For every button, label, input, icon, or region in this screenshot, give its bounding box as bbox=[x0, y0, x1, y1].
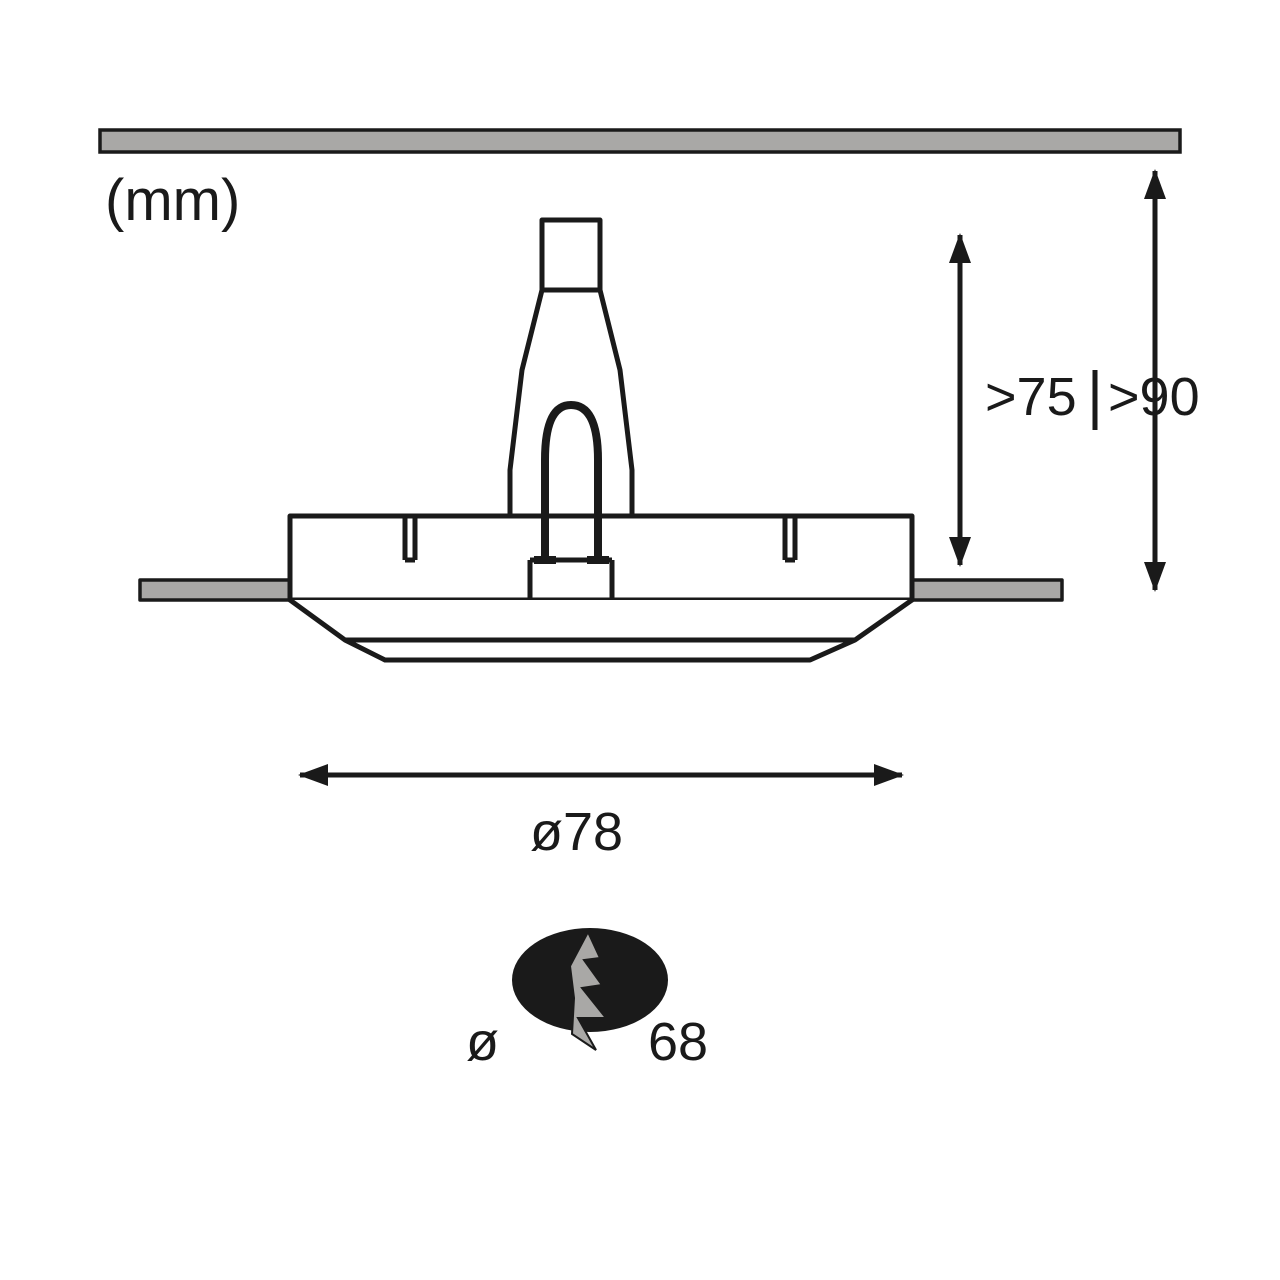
ceiling-bar bbox=[100, 130, 1180, 152]
depth-outer-label: >90 bbox=[1108, 367, 1200, 427]
cutout-value: 68 bbox=[648, 1012, 708, 1072]
dimension-depth-inner: >75 bbox=[960, 235, 1077, 565]
diameter-label: ø78 bbox=[530, 802, 623, 862]
fixture bbox=[140, 220, 1062, 660]
unit-label: (mm) bbox=[105, 168, 240, 233]
depth-inner-label: >75 bbox=[985, 367, 1077, 427]
dimension-depth-outer: >90 bbox=[1108, 171, 1200, 590]
dimension-diameter: ø78 bbox=[300, 775, 902, 862]
cutout-symbol: ø 68 bbox=[466, 928, 708, 1072]
cutout-prefix: ø bbox=[466, 1012, 499, 1072]
technical-diagram: (mm) bbox=[0, 0, 1280, 1280]
